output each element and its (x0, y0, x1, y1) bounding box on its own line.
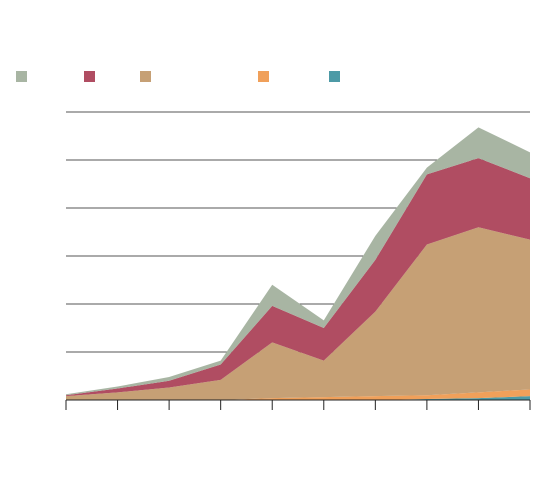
chart-legend (0, 0, 560, 100)
area-series-3 (66, 227, 530, 400)
legend-swatch (258, 71, 269, 82)
legend-swatch (16, 71, 27, 82)
legend-swatch (84, 71, 95, 82)
legend-swatch (329, 71, 340, 82)
legend-swatch (140, 71, 151, 82)
area-series-4 (66, 158, 530, 397)
area-series-2 (66, 389, 530, 400)
area-series-5 (66, 127, 530, 396)
